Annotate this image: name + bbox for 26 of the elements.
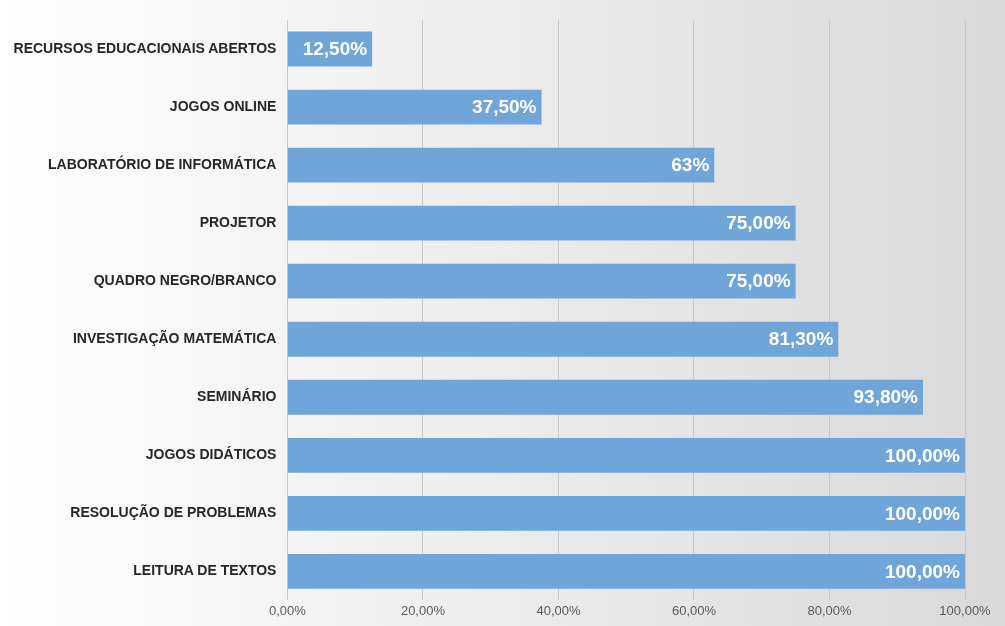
x-tick-label: 80,00% — [807, 602, 852, 618]
data-label: 37,50% — [472, 96, 537, 118]
y-tick-label: JOGOS ONLINE — [169, 97, 277, 114]
y-tick-label: PROJETOR — [199, 214, 277, 230]
y-tick-label: QUADRO NEGRO/BRANCO — [93, 272, 277, 289]
data-label: 81,30% — [768, 328, 834, 350]
y-tick-label: RECURSOS EDUCACIONAIS ABERTOS — [13, 39, 277, 56]
x-tick-label: 20,00% — [400, 602, 446, 618]
data-label: 12,50% — [302, 38, 368, 60]
y-tick-label: JOGOS DIDÁTICOS — [145, 446, 277, 463]
data-label: 75,00% — [726, 212, 791, 234]
x-tick-label: 0,00% — [269, 602, 307, 618]
x-tick-label: 40,00% — [536, 602, 581, 618]
y-tick-label: LEITURA DE TEXTOS — [133, 562, 277, 579]
y-tick-label: SEMINÁRIO — [197, 388, 277, 405]
x-tick-label: 60,00% — [671, 602, 717, 618]
y-tick-label: LABORATÓRIO DE INFORMÁTICA — [48, 154, 277, 172]
y-tick-label: INVESTIGAÇÃO MATEMÁTICA — [72, 329, 277, 347]
data-label: 63% — [671, 154, 710, 176]
data-label: 100,00% — [884, 502, 961, 524]
data-label: 93,80% — [853, 386, 919, 408]
data-label: 75,00% — [726, 270, 791, 292]
data-label: 100,00% — [884, 560, 961, 582]
data-label: 100,00% — [884, 444, 961, 466]
x-tick-label: 100,00% — [939, 602, 992, 618]
y-tick-label: RESOLUÇÃO DE PROBLEMAS — [70, 503, 277, 521]
